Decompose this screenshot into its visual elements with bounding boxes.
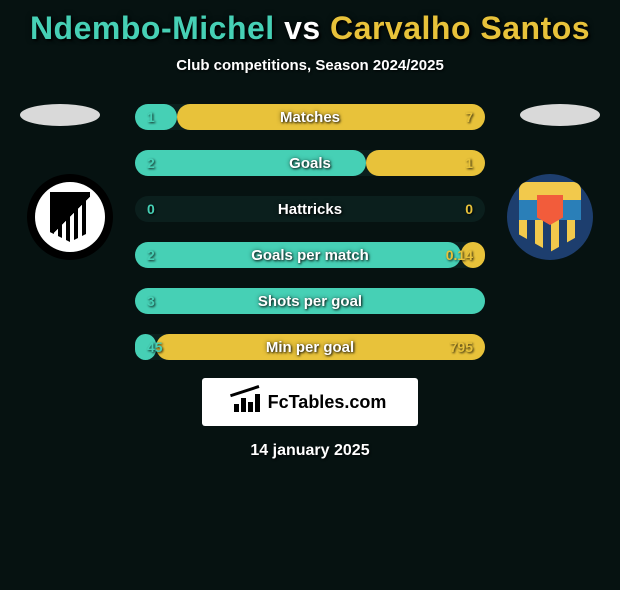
- brand-text: FcTables.com: [268, 392, 387, 413]
- title-vs: vs: [275, 10, 330, 46]
- stat-row: Min per goal45795: [135, 334, 485, 360]
- player-right-avatar-placeholder: [520, 104, 600, 126]
- brand-badge: FcTables.com: [202, 378, 418, 426]
- stat-row: Goals21: [135, 150, 485, 176]
- stat-bar-right: [366, 150, 485, 176]
- brand-chart-icon: [234, 392, 262, 412]
- comparison-area: Matches17 Goals21 Hattricks00 Goals per mat…: [0, 104, 620, 364]
- player-left-avatar-placeholder: [20, 104, 100, 126]
- stat-row: Shots per goal3: [135, 288, 485, 314]
- stat-bar-left: [135, 334, 156, 360]
- club-badge-left-icon: [27, 174, 113, 260]
- title-player-right: Carvalho Santos: [330, 10, 590, 46]
- stat-bar-track: [135, 196, 485, 222]
- stat-bar-left: [135, 104, 177, 130]
- club-badge-left: [20, 174, 120, 260]
- stat-bar-right: [461, 242, 486, 268]
- stat-bar-right: [177, 104, 485, 130]
- subtitle: Club competitions, Season 2024/2025: [0, 57, 620, 74]
- title-player-left: Ndembo-Michel: [30, 10, 275, 46]
- stat-bar-left: [135, 288, 485, 314]
- club-badge-right-icon: [507, 174, 593, 260]
- stat-rows: Matches17 Goals21 Hattricks00 Goals per mat…: [135, 104, 485, 380]
- page-title: Ndembo-Michel vs Carvalho Santos: [0, 10, 620, 47]
- stat-row: Matches17: [135, 104, 485, 130]
- stat-row: Goals per match20.14: [135, 242, 485, 268]
- stat-bar-left: [135, 150, 366, 176]
- club-badge-right: [500, 174, 600, 260]
- stat-bar-left: [135, 242, 461, 268]
- footer-date: 14 january 2025: [0, 442, 620, 460]
- stat-row: Hattricks00: [135, 196, 485, 222]
- stat-bar-right: [156, 334, 485, 360]
